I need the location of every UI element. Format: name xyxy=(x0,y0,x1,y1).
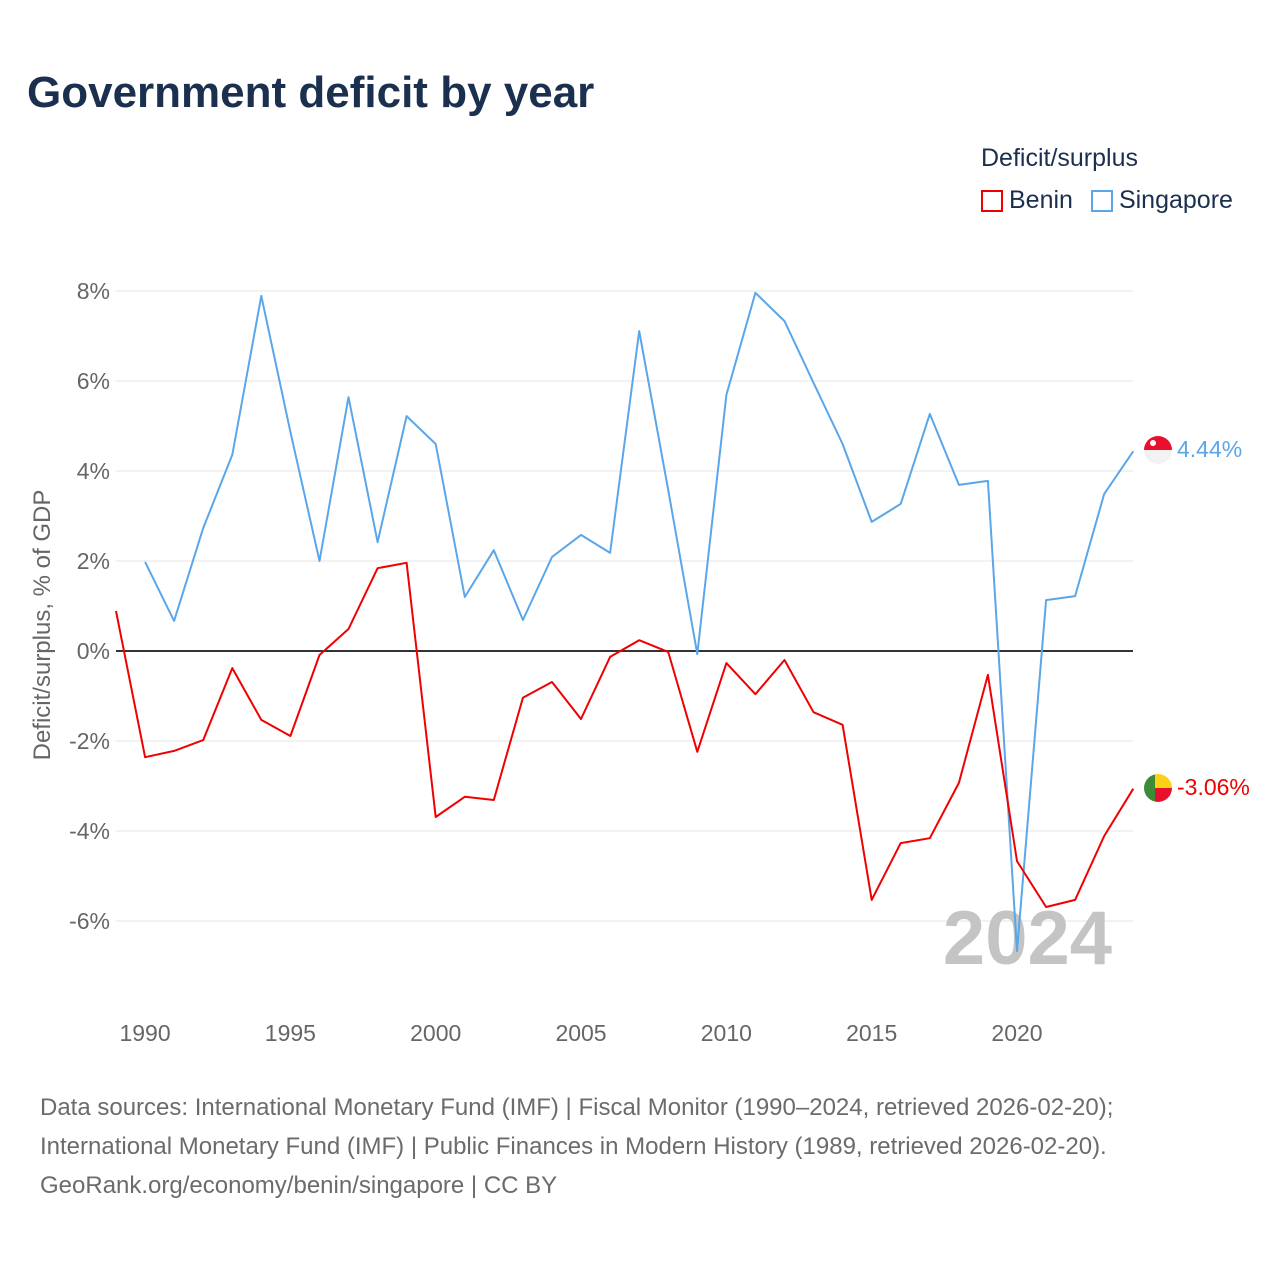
y-tick-label: 2% xyxy=(77,548,110,574)
legend-label: Singapore xyxy=(1118,186,1233,214)
y-tick-label: -2% xyxy=(69,728,110,754)
x-tick-label: 2000 xyxy=(410,1020,461,1046)
data-sources: Data sources: International Monetary Fun… xyxy=(40,1088,1113,1205)
x-tick-label: 2010 xyxy=(701,1020,752,1046)
source-line-2: International Monetary Fund (IMF) | Publ… xyxy=(40,1133,1107,1160)
y-tick-label: 4% xyxy=(77,458,110,484)
benin-flag-icon xyxy=(1144,774,1172,802)
legend: Benin Singapore xyxy=(981,186,1233,215)
legend-title: Deficit/surplus xyxy=(981,144,1138,172)
legend-item-benin[interactable]: Benin xyxy=(981,186,1073,215)
singapore-flag-icon xyxy=(1144,436,1172,464)
y-tick-label: 0% xyxy=(77,638,110,664)
chart-area: -6% -4% -2% 0% 2% 4% 6% 8% 1990 1995 2000 2005 2010 2… xyxy=(29,278,1250,1046)
y-tick-label: -4% xyxy=(69,818,110,844)
legend-item-singapore[interactable]: Singapore xyxy=(1090,186,1233,215)
chart-title: Government deficit by year xyxy=(27,68,595,117)
legend-label: Benin xyxy=(1009,186,1073,214)
source-line-1: Data sources: International Monetary Fun… xyxy=(40,1094,1114,1121)
singapore-end-label: 4.44% xyxy=(1177,436,1242,462)
watermark-year: 2024 xyxy=(943,896,1112,981)
y-tick-label: 8% xyxy=(77,278,110,304)
legend-swatch-singapore xyxy=(1090,189,1113,212)
y-tick-label: 6% xyxy=(77,368,110,394)
x-tick-label: 2005 xyxy=(555,1020,606,1046)
series-line-benin xyxy=(115,561,1135,908)
x-tick-label: 2015 xyxy=(846,1020,897,1046)
series-line-singapore xyxy=(144,291,1135,953)
x-tick-label: 2020 xyxy=(991,1020,1042,1046)
benin-end-label: -3.06% xyxy=(1177,774,1250,800)
source-line-3[interactable]: GeoRank.org/economy/benin/singapore | CC… xyxy=(40,1172,558,1199)
x-tick-label: 1990 xyxy=(119,1020,170,1046)
x-tick-label: 1995 xyxy=(265,1020,316,1046)
y-axis-label: Deficit/surplus, % of GDP xyxy=(29,490,56,761)
y-tick-label: -6% xyxy=(69,908,110,934)
legend-swatch-benin xyxy=(981,189,1003,212)
